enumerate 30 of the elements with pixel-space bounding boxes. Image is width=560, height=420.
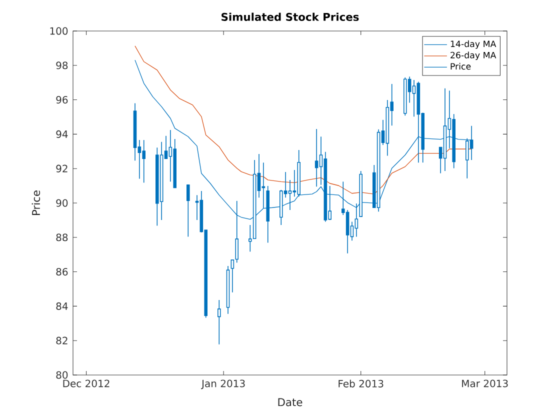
candlestick bbox=[314, 128, 318, 188]
y-tick-label: 90 bbox=[56, 199, 68, 207]
y-tick-label: 88 bbox=[56, 234, 68, 242]
chart-title: Simulated Stock Prices bbox=[222, 12, 359, 21]
candlestick bbox=[142, 140, 146, 184]
candlestick bbox=[186, 184, 190, 238]
candlestick bbox=[230, 260, 234, 293]
x-tick-label: Mar 2013 bbox=[462, 380, 508, 388]
y-tick-label: 94 bbox=[56, 130, 68, 138]
x-tick-label: Dec 2012 bbox=[63, 380, 110, 388]
y-tick-label: 80 bbox=[56, 371, 68, 379]
candlestick bbox=[218, 300, 221, 345]
y-tick-label: 86 bbox=[56, 268, 68, 276]
y-tick-label: 82 bbox=[56, 336, 68, 344]
legend-label: 26-day MA bbox=[450, 52, 496, 60]
y-tick-label: 96 bbox=[56, 96, 68, 104]
y-tick-label: 92 bbox=[56, 164, 68, 172]
x-axis-title: Date bbox=[278, 398, 302, 406]
x-tick-label: Jan 2013 bbox=[201, 380, 245, 390]
y-axis-title: Price bbox=[32, 190, 40, 215]
candlestick bbox=[466, 138, 469, 179]
candlestick bbox=[412, 80, 416, 118]
legend-label: Price bbox=[450, 62, 471, 70]
y-tick-label: 98 bbox=[56, 62, 68, 70]
legend-label: 14-day MA bbox=[450, 40, 496, 49]
y-tick-label: 100 bbox=[50, 27, 68, 35]
x-tick-label: Feb 2013 bbox=[338, 380, 384, 388]
candlestick bbox=[346, 210, 350, 254]
y-tick-label: 84 bbox=[56, 302, 68, 310]
candlestick bbox=[288, 180, 292, 210]
